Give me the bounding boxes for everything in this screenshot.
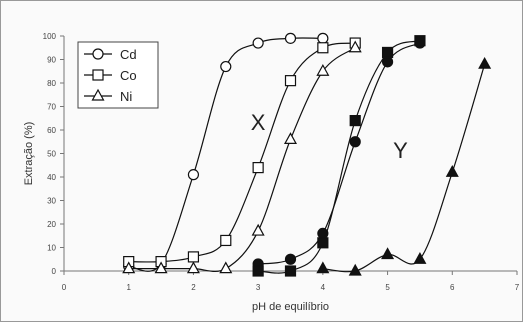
data-point-square — [252, 265, 264, 277]
y-tick-label: 60 — [47, 126, 56, 135]
y-tick-label: 40 — [47, 173, 56, 182]
x-tick-label: 2 — [191, 283, 196, 292]
y-tick-label: 90 — [47, 56, 56, 65]
y-tick-label: 30 — [47, 197, 56, 206]
data-point-circle — [284, 253, 297, 265]
data-point-triangle — [251, 223, 265, 236]
data-point-triangle — [381, 247, 395, 260]
data-point-square — [220, 234, 232, 247]
data-point-triangle — [445, 165, 459, 177]
data-point-circle — [349, 136, 361, 148]
data-point-triangle — [478, 56, 492, 69]
data-point-square — [284, 265, 297, 277]
legend-marker-square — [92, 69, 104, 81]
legend-label: Cd — [120, 47, 137, 62]
data-point-circle — [187, 169, 200, 181]
data-point-triangle — [186, 261, 200, 274]
data-point-square — [381, 46, 394, 59]
y-tick-label: 50 — [47, 150, 56, 159]
legend-marker-circle — [92, 48, 104, 60]
y-tick-label: 20 — [47, 220, 56, 229]
y-tick-label: 10 — [47, 244, 56, 253]
data-point-triangle — [348, 263, 362, 276]
x-tick-label: 5 — [385, 283, 390, 292]
y-tick-label: 100 — [43, 32, 57, 41]
data-point-circle — [317, 32, 329, 44]
series-ni — [122, 40, 362, 274]
data-point-circle — [220, 60, 232, 73]
data-point-triangle — [316, 261, 330, 274]
data-point-square — [349, 114, 361, 127]
data-point-circle — [381, 56, 394, 68]
series-y-square — [252, 35, 426, 277]
data-point-triangle — [316, 64, 330, 76]
annotation-x: X — [251, 110, 266, 135]
x-tick-label: 1 — [126, 283, 131, 292]
y-tick-label: 0 — [52, 267, 57, 276]
x-tick-label: 7 — [515, 283, 520, 292]
data-point-square — [317, 237, 329, 249]
y-tick-label: 70 — [47, 103, 56, 112]
legend-marker-triangle — [91, 88, 105, 101]
data-point-triangle — [219, 261, 233, 274]
legend-label: Ni — [120, 89, 132, 104]
series-layer — [122, 32, 492, 277]
x-tick-label: 6 — [450, 283, 455, 292]
data-point-square — [252, 162, 264, 174]
data-point-square — [414, 35, 426, 47]
annotation-y: Y — [393, 138, 408, 163]
x-axis-title: pH de equilíbrio — [252, 301, 329, 313]
x-tick-label: 0 — [62, 283, 67, 292]
annotations: XY — [251, 110, 408, 163]
series-line — [128, 47, 356, 273]
y-ticks: 0 10 20 30 40 50 60 70 80 90 100 — [43, 32, 64, 276]
y-axis-title: Extração (%) — [23, 122, 35, 186]
legend-item-ni: Ni — [84, 88, 132, 104]
legend-label: Co — [120, 68, 137, 83]
data-point-circle — [284, 32, 297, 44]
legend-item-co: Co — [84, 68, 137, 83]
data-point-square — [284, 75, 297, 87]
data-point-square — [317, 42, 329, 54]
series-y-triangle — [316, 56, 492, 276]
data-point-triangle — [283, 132, 298, 144]
x-tick-label: 4 — [321, 283, 326, 292]
data-point-triangle — [154, 261, 168, 274]
data-point-triangle — [413, 252, 427, 264]
data-point-triangle — [348, 40, 362, 53]
x-tick-label: 3 — [256, 283, 261, 292]
data-point-circle — [252, 37, 264, 49]
legend: Cd Co Ni — [77, 41, 159, 109]
data-point-square — [187, 251, 200, 263]
y-tick-label: 80 — [47, 79, 56, 88]
data-point-triangle — [122, 261, 136, 274]
legend-item-cd: Cd — [84, 47, 137, 62]
